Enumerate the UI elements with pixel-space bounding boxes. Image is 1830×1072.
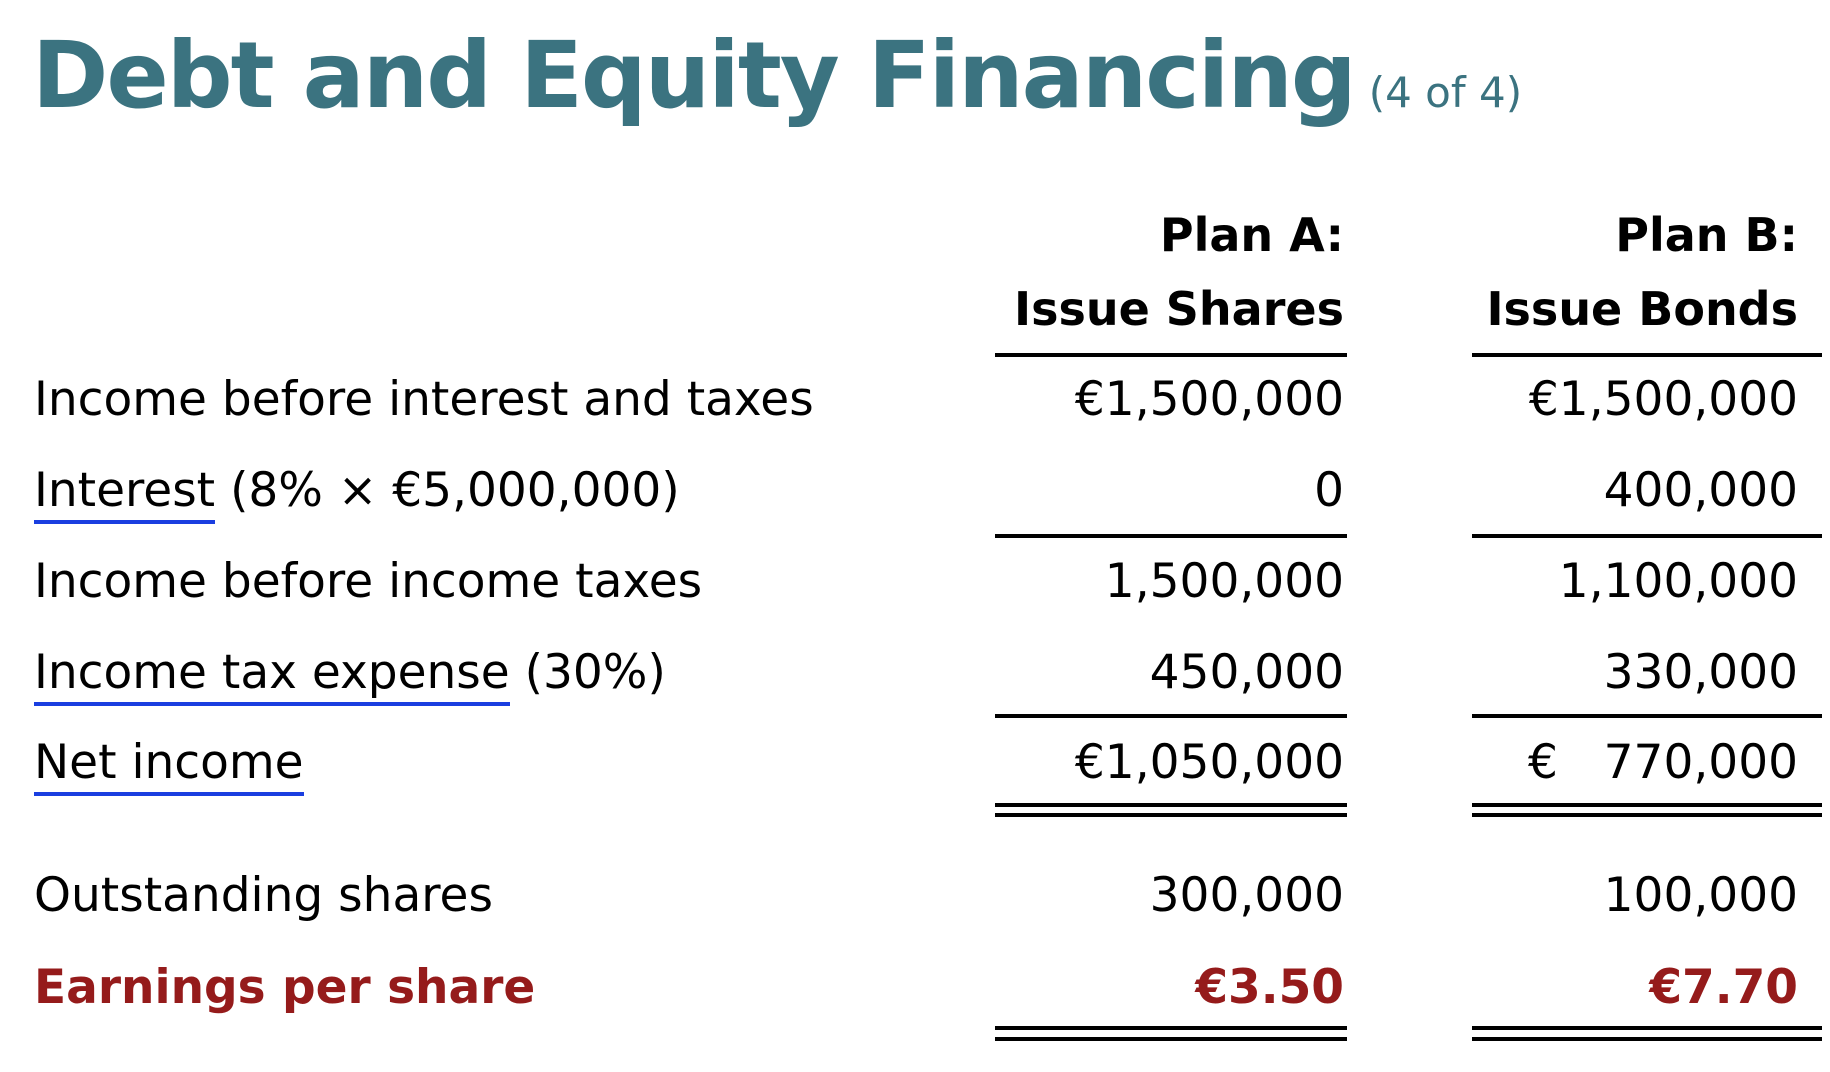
page-title: Debt and Equity Financing (4 of 4) — [32, 22, 1522, 129]
cell-plan-a-outstanding-shares: 300,000 — [1149, 868, 1344, 923]
cell-plan-a-interest: 0 — [1314, 463, 1344, 518]
eps-double-rule-bottom-plan-a — [995, 1037, 1347, 1041]
row-label-earnings-per-share: Earnings per share — [34, 960, 536, 1015]
row-label-outstanding-shares: Outstanding shares — [34, 868, 493, 923]
cell-plan-b-net-income-amount: 770,000 — [1603, 735, 1798, 790]
cell-plan-a-income-before-interest-and-taxes: €1,500,000 — [1074, 372, 1344, 427]
page-title-main: Debt and Equity Financing — [32, 22, 1357, 129]
column-header-plan-b-line2: Issue Bonds — [1486, 282, 1798, 336]
cell-plan-a-earnings-per-share: €3.50 — [1195, 960, 1344, 1015]
eps-double-rule-top-plan-b — [1472, 1026, 1822, 1030]
row-label-income-tax-expense: Income tax expense (30%) — [34, 643, 666, 706]
net-income-double-rule-bottom-plan-b — [1472, 813, 1822, 817]
eps-double-rule-bottom-plan-b — [1472, 1037, 1822, 1041]
tax-rule-plan-a — [995, 714, 1347, 718]
cell-plan-b-income-before-income-taxes: 1,100,000 — [1558, 554, 1798, 609]
cell-plan-a-income-tax-expense: 450,000 — [1149, 645, 1344, 700]
cell-plan-b-income-tax-expense: 330,000 — [1603, 645, 1798, 700]
cell-plan-b-earnings-per-share: €7.70 — [1649, 960, 1798, 1015]
subtotal-rule-plan-a — [995, 534, 1347, 538]
cell-plan-b-outstanding-shares: 100,000 — [1603, 868, 1798, 923]
column-header-plan-b: Plan B: Issue Bonds — [1486, 198, 1798, 346]
row-label-net-income: Net income — [34, 733, 304, 796]
cell-plan-a-net-income: €1,050,000 — [1074, 735, 1344, 790]
eps-double-rule-top-plan-a — [995, 1026, 1347, 1030]
column-header-plan-b-line1: Plan B: — [1615, 208, 1798, 262]
cell-plan-b-income-before-interest-and-taxes: €1,500,000 — [1528, 372, 1798, 427]
header-rule-plan-b — [1472, 353, 1822, 357]
net-income-double-rule-top-plan-b — [1472, 803, 1822, 807]
net-income-double-rule-top-plan-a — [995, 803, 1347, 807]
row-label-interest: Interest (8% × €5,000,000) — [34, 461, 680, 524]
net-income-double-rule-bottom-plan-a — [995, 813, 1347, 817]
row-label-income-tax-expense-detail: (30%) — [509, 645, 666, 700]
row-label-income-before-interest-and-taxes: Income before interest and taxes — [34, 372, 814, 427]
row-label-interest-detail: (8% × €5,000,000) — [215, 463, 680, 518]
cell-plan-b-interest: 400,000 — [1603, 463, 1798, 518]
subtotal-rule-plan-b — [1472, 534, 1822, 538]
interest-link[interactable]: Interest — [34, 463, 216, 524]
income-tax-expense-link[interactable]: Income tax expense — [34, 645, 510, 706]
row-label-income-before-income-taxes: Income before income taxes — [34, 554, 703, 609]
column-header-plan-a: Plan A: Issue Shares — [1014, 198, 1344, 346]
tax-rule-plan-b — [1472, 714, 1822, 718]
net-income-link[interactable]: Net income — [34, 735, 304, 796]
header-rule-plan-a — [995, 353, 1347, 357]
column-header-plan-a-line2: Issue Shares — [1013, 282, 1344, 336]
cell-plan-a-income-before-income-taxes: 1,500,000 — [1104, 554, 1344, 609]
page-title-sub: (4 of 4) — [1368, 68, 1523, 117]
column-header-plan-a-line1: Plan A: — [1159, 208, 1344, 262]
cell-plan-b-net-income-currency: € — [1528, 735, 1558, 790]
